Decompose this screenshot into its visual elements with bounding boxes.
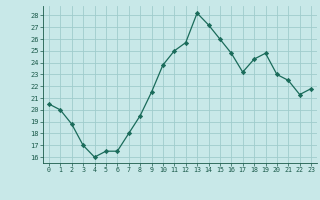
Text: Humidex (Indice chaleur): Humidex (Indice chaleur)	[95, 181, 225, 190]
